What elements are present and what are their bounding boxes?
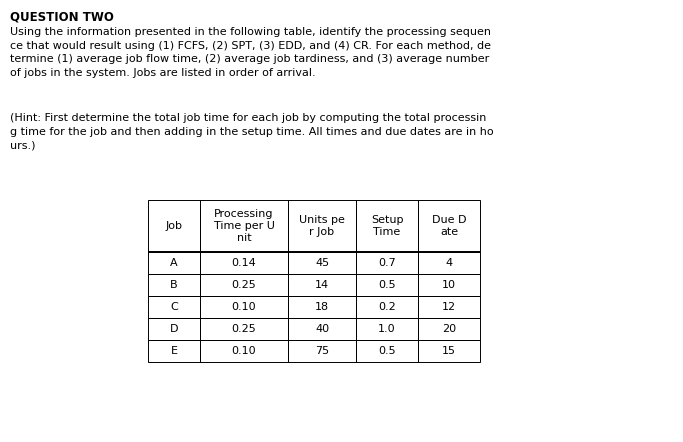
Text: 75: 75 xyxy=(315,346,329,356)
Text: E: E xyxy=(171,346,178,356)
Text: QUESTION TWO: QUESTION TWO xyxy=(10,10,114,23)
Bar xyxy=(288,200,356,252)
Text: Due D
ate: Due D ate xyxy=(432,215,466,237)
Bar xyxy=(356,340,418,362)
Bar xyxy=(200,274,288,296)
Bar xyxy=(418,274,480,296)
Text: 20: 20 xyxy=(442,324,456,334)
Bar xyxy=(288,318,356,340)
Bar xyxy=(356,200,418,252)
Bar xyxy=(200,296,288,318)
Text: (Hint: First determine the total job time for each job by computing the total pr: (Hint: First determine the total job tim… xyxy=(10,113,494,150)
Text: Processing
Time per U
nit: Processing Time per U nit xyxy=(214,209,275,243)
Bar xyxy=(288,340,356,362)
Bar xyxy=(418,296,480,318)
Bar xyxy=(200,252,288,274)
Text: 10: 10 xyxy=(442,280,456,290)
Bar xyxy=(148,296,200,318)
Text: 0.2: 0.2 xyxy=(378,302,396,312)
Text: C: C xyxy=(170,302,178,312)
Bar xyxy=(418,252,480,274)
Bar xyxy=(148,200,200,252)
Bar xyxy=(148,340,200,362)
Text: 15: 15 xyxy=(442,346,456,356)
Bar xyxy=(418,318,480,340)
Text: 1.0: 1.0 xyxy=(378,324,396,334)
Bar xyxy=(356,252,418,274)
Bar xyxy=(418,200,480,252)
Text: 0.14: 0.14 xyxy=(232,258,256,268)
Text: 0.25: 0.25 xyxy=(232,324,256,334)
Bar xyxy=(418,340,480,362)
Text: A: A xyxy=(170,258,178,268)
Text: Units pe
r Job: Units pe r Job xyxy=(299,215,345,237)
Text: 4: 4 xyxy=(445,258,453,268)
Text: 45: 45 xyxy=(315,258,329,268)
Text: 0.5: 0.5 xyxy=(378,346,396,356)
Text: 0.5: 0.5 xyxy=(378,280,396,290)
Text: 14: 14 xyxy=(315,280,329,290)
Bar xyxy=(200,318,288,340)
Bar xyxy=(356,274,418,296)
Text: 0.25: 0.25 xyxy=(232,280,256,290)
Bar xyxy=(288,296,356,318)
Text: D: D xyxy=(170,324,178,334)
Bar xyxy=(200,340,288,362)
Text: Job: Job xyxy=(165,221,182,231)
Text: 0.7: 0.7 xyxy=(378,258,396,268)
Text: 18: 18 xyxy=(315,302,329,312)
Text: 0.10: 0.10 xyxy=(232,302,256,312)
Text: Setup
Time: Setup Time xyxy=(371,215,403,237)
Text: B: B xyxy=(170,280,178,290)
Bar xyxy=(356,318,418,340)
Bar xyxy=(288,252,356,274)
Text: 0.10: 0.10 xyxy=(232,346,256,356)
Bar xyxy=(356,296,418,318)
Text: Using the information presented in the following table, identify the processing : Using the information presented in the f… xyxy=(10,27,491,78)
Bar xyxy=(200,200,288,252)
Text: 12: 12 xyxy=(442,302,456,312)
Bar xyxy=(148,318,200,340)
Bar xyxy=(288,274,356,296)
Text: 40: 40 xyxy=(315,324,329,334)
Bar xyxy=(148,274,200,296)
Bar xyxy=(148,252,200,274)
